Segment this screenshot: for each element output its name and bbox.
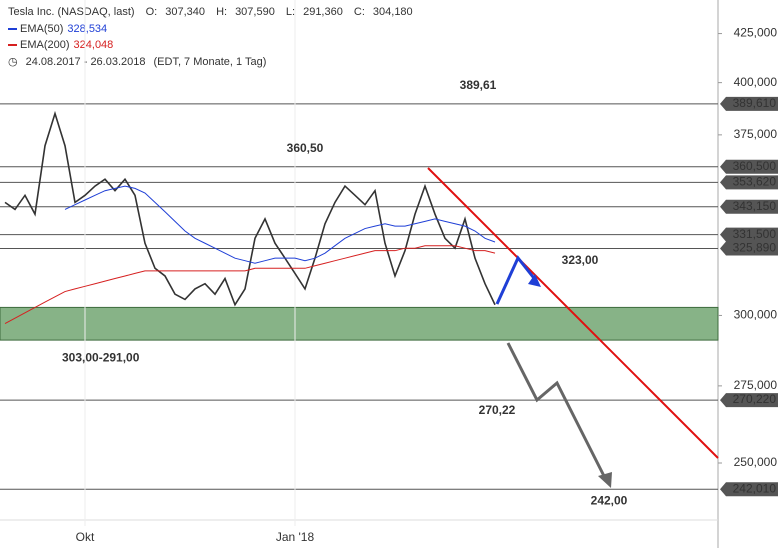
level-label: 242,010 [733, 481, 777, 495]
y-tick-label: 375,000 [734, 127, 778, 141]
clock-icon: ◷ [8, 56, 18, 68]
header-line: Tesla Inc. (NASDAQ, last) O: 307,340 H: 30… [8, 6, 421, 18]
title: Tesla Inc. (NASDAQ, last) [8, 6, 135, 18]
level-tag [720, 96, 778, 111]
y-tick-label: 300,000 [734, 308, 778, 322]
period-note: (EDT, 7 Monate, 1 Tag) [153, 56, 267, 68]
x-tick-label: Okt [76, 530, 95, 544]
annotation: 323,00 [562, 253, 599, 267]
level-tag [720, 199, 778, 214]
annotation: 389,61 [460, 78, 497, 92]
level-label: 325,890 [733, 241, 777, 255]
period-range: 24.08.2017 - 26.03.2018 [25, 56, 146, 68]
forecast-arrow [506, 342, 607, 479]
level-tag [720, 393, 778, 408]
level-label: 343,150 [733, 199, 777, 213]
annotation: 270,22 [479, 403, 516, 417]
level-tag [720, 159, 778, 174]
zone-label: 303,00-291,00 [62, 350, 140, 364]
ohlc-label: O: [145, 6, 158, 18]
annotation: 360,50 [287, 141, 324, 155]
arrow-head [528, 274, 541, 287]
level-tag [720, 175, 778, 190]
level-label: 270,220 [733, 392, 777, 406]
level-tag [720, 227, 778, 242]
support-zone [0, 306, 719, 341]
series-line [4, 110, 496, 307]
ohlc-label: H: [216, 6, 228, 18]
ohlc-label: C: [353, 6, 365, 18]
legend-swatch [8, 44, 17, 47]
legend-entry: EMA(200) 324,048 [8, 39, 121, 51]
legend-value: 324,048 [73, 39, 114, 51]
arrow-head [598, 472, 612, 488]
level-tag [720, 241, 778, 256]
legend-name: EMA(200) [20, 39, 70, 51]
level-label: 389,610 [733, 96, 777, 110]
y-tick-label: 275,000 [734, 378, 778, 392]
y-tick-label: 425,000 [734, 26, 778, 40]
ohlc-value: 304,180 [372, 6, 413, 18]
ohlc-value: 291,360 [303, 6, 343, 18]
legend-value: 328,534 [67, 23, 108, 35]
series-line [64, 185, 496, 264]
annotation: 242,00 [591, 493, 628, 507]
ohlc-value: 307,340 [165, 6, 205, 18]
forecast-arrow [495, 255, 539, 305]
y-tick-label: 250,000 [734, 455, 778, 469]
legend-entry: EMA(50) 328,534 [8, 23, 115, 35]
legend-swatch [8, 28, 17, 31]
level-tag [720, 482, 778, 497]
ohlc-label: L: [285, 6, 296, 18]
ohlc-value: 307,590 [235, 6, 275, 18]
legend-name: EMA(50) [20, 23, 64, 35]
trend-line [427, 167, 719, 459]
x-tick-label: Jan '18 [276, 530, 315, 544]
series-line [4, 245, 496, 325]
period: ◷ 24.08.2017 - 26.03.2018 (EDT, 7 Monate, … [8, 55, 274, 68]
level-label: 353,620 [733, 175, 777, 189]
y-tick-label: 400,000 [734, 75, 778, 89]
level-label: 360,500 [733, 159, 777, 173]
level-label: 331,500 [733, 227, 777, 241]
